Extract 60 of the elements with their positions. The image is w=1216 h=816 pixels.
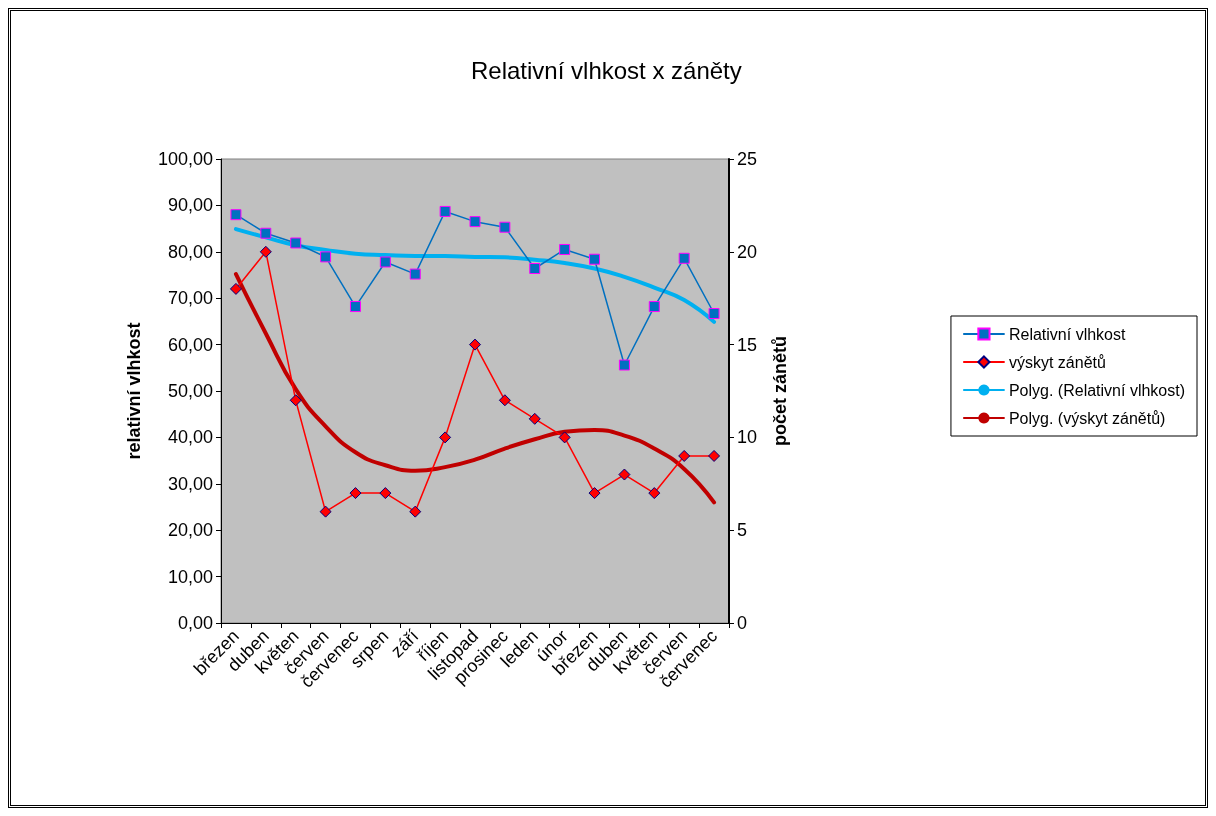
point bbox=[409, 268, 421, 280]
y2-tick-label: 10 bbox=[737, 427, 758, 448]
point bbox=[708, 449, 721, 462]
point bbox=[259, 245, 272, 258]
point bbox=[230, 209, 242, 221]
y-tick-label: 30,00 bbox=[167, 473, 213, 494]
legend-label: Polyg. (Relativní vlhkost) bbox=[1008, 381, 1185, 399]
y-tick-label: 100,00 bbox=[157, 149, 213, 169]
point bbox=[498, 394, 511, 407]
point bbox=[229, 282, 242, 295]
point bbox=[469, 338, 481, 351]
point bbox=[678, 449, 691, 462]
point bbox=[289, 394, 302, 407]
y-tick-label: 60,00 bbox=[167, 334, 213, 355]
point bbox=[499, 221, 511, 233]
legend-label: Polyg. (výskyt zánětů) bbox=[1008, 409, 1166, 427]
line-series bbox=[233, 272, 717, 505]
line-series bbox=[233, 227, 717, 324]
point bbox=[349, 301, 361, 313]
point bbox=[558, 431, 571, 444]
y-tick-label: 20,00 bbox=[167, 520, 213, 541]
y2-tick-label: 15 bbox=[737, 334, 758, 355]
point bbox=[529, 263, 541, 274]
point bbox=[379, 487, 392, 500]
point bbox=[618, 359, 630, 371]
y-tick-label: 40,00 bbox=[167, 427, 213, 448]
y2-tick-label: 25 bbox=[737, 149, 758, 169]
y2-axis-title: počet zánětů bbox=[770, 335, 790, 447]
point bbox=[469, 216, 481, 228]
point bbox=[588, 487, 601, 500]
legend-label: Relativní vlhkost bbox=[1008, 325, 1126, 343]
point bbox=[319, 505, 332, 518]
point bbox=[708, 308, 720, 320]
point bbox=[648, 301, 660, 313]
y2-tick-label: 5 bbox=[737, 520, 748, 541]
point bbox=[290, 237, 302, 249]
y-tick-label: 90,00 bbox=[167, 195, 213, 216]
point bbox=[320, 251, 332, 263]
point bbox=[439, 205, 451, 217]
chart-title: Relativní vlhkost x záněty bbox=[471, 56, 742, 84]
point bbox=[260, 227, 272, 239]
point bbox=[379, 256, 391, 268]
y-tick-label: 50,00 bbox=[167, 381, 213, 401]
point bbox=[648, 487, 661, 500]
y-axis-title: relativní vlhkost bbox=[124, 322, 144, 460]
point bbox=[409, 505, 422, 518]
y-tick-label: 70,00 bbox=[167, 288, 213, 309]
y-tick-label: 0,00 bbox=[177, 613, 213, 633]
point bbox=[528, 412, 541, 425]
legend-label: výskyt zánětů bbox=[1008, 353, 1106, 371]
point bbox=[559, 243, 571, 255]
y-tick-label: 10,00 bbox=[167, 566, 213, 587]
point bbox=[439, 431, 452, 444]
point bbox=[349, 487, 362, 500]
point bbox=[678, 252, 690, 264]
point bbox=[589, 253, 601, 265]
y-tick-label: 80,00 bbox=[167, 241, 213, 262]
point bbox=[618, 468, 631, 481]
y2-tick-label: 0 bbox=[737, 613, 748, 633]
y2-tick-label: 20 bbox=[737, 241, 758, 262]
